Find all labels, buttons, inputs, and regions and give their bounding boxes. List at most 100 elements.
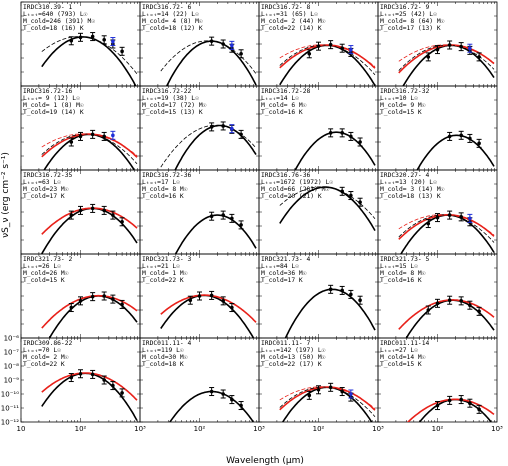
data-point [340,46,344,51]
total-sed-fit [41,294,138,329]
data-point [447,213,452,217]
panel-source-name: IRDC011.11- 7 [261,340,310,347]
panel-fit-parameter: M_cold= 4 (8) M☉ [142,18,203,25]
panel-source-name: IRDC316.72-28 [261,88,310,95]
panel-fit-parameter: M_cold=23 M☉ [23,186,69,193]
data-point [209,389,214,394]
x-tick-label: 10² [194,425,206,433]
panel-plot-area [416,130,495,170]
panel-plot-area [284,284,376,338]
data-point [447,134,452,139]
panel-fit-parameter: M_cold= 2 (44) M☉ [261,18,326,25]
blue-data-point [230,126,234,131]
x-tick-label: 10³ [372,425,384,433]
y-tick-label: 10⁻⁹ [4,377,20,385]
alternate-fit-dashed [279,186,376,220]
panel-fit-parameter: T_cold=16 K [142,193,184,200]
panel-fit-parameter: Lₜₒₜ=27 L☉ [380,347,418,354]
data-point [307,393,312,398]
panel-fit-parameter: T_cold=18 (13) K [380,193,441,200]
panel-plot-area [279,186,376,231]
x-axis-label: Wavelength (μm) [226,456,304,466]
cold-component-fit [43,133,136,170]
blue-data-point [349,392,353,396]
panel-fit-parameter: Lₜₒₜ=31 (65) L☉ [261,11,318,18]
panel-fit-parameter: T_cold=17 K [23,193,65,200]
data-point [340,389,344,394]
alternate-fit-dashed [41,133,138,165]
panel-plot-area [41,32,138,86]
panel-source-name: IRDC316.72- 8 [261,4,310,11]
data-point [459,44,463,49]
alternate-total-fit-dashed [41,133,138,157]
data-point [468,401,472,406]
data-point [426,55,431,59]
panel-fit-parameter: M_cold=26 M☉ [23,270,69,277]
panel-fit-parameter: T_cold=18 (16) K [23,25,84,32]
panel-fit-parameter: Lₜₒₜ=63 L☉ [23,179,61,186]
data-point [69,305,74,310]
data-point [197,294,202,298]
y-tick-label: 10⁻⁸ [4,363,20,371]
data-point [102,208,106,213]
data-point [239,403,243,408]
panel-fit-parameter: T_cold=15 K [23,277,65,284]
panel-source-name: IRDC011.11- 4 [142,340,191,347]
data-point [328,385,333,390]
data-point [459,397,463,402]
panel-plot-area [279,40,376,86]
data-point [358,298,362,303]
data-point [426,308,431,312]
cold-component-fit [165,40,257,86]
data-point [221,42,225,46]
blue-data-point [111,39,115,44]
data-point [209,125,214,129]
panel-fit-parameter: Lₜₒₜ=70 L☉ [23,347,61,354]
data-point [477,55,481,59]
panel-fit-parameter: T_cold=22 (14) K [261,25,322,32]
data-point [307,51,312,56]
y-axis-label: νS_ν (erg cm⁻² s⁻¹) [1,152,11,238]
panel-fit-parameter: Lₜₒₜ=1672 (1972) L☉ [261,179,333,186]
y-tick-label: 10⁻¹⁰ [1,391,19,399]
data-point [435,215,440,220]
data-point [78,299,83,303]
panel-source-name: IRDC309.86-22 [23,340,72,347]
alternate-total-fit-dashed [279,44,376,68]
total-sed-fit [41,372,138,401]
data-point [90,132,95,137]
data-point [78,371,83,376]
panel-fit-parameter: M_cold= 8 (64) M☉ [380,18,445,25]
data-point [69,213,74,217]
data-point [209,214,214,219]
panel-fit-parameter: Lₜₒₜ=26 L☉ [23,263,61,270]
panel-fit-parameter: Lₜₒₜ=84 L☉ [261,263,299,270]
panel-fit-parameter: T_cold=15 (13) K [142,109,203,116]
panel-fit-parameter: M_cold= 1 M☉ [142,270,188,277]
cold-component-fit [169,390,255,422]
panel-source-name: IRDC316.72-22 [142,88,191,95]
data-point [69,375,74,380]
cold-component-fit [160,294,255,338]
panel-fit-parameter: M_cold=36 M☉ [261,270,307,277]
panel-fit-parameter: T_cold=22 (17) K [261,361,322,368]
data-point [349,134,353,139]
panel-fit-parameter: T_cold=19 (14) K [23,109,84,116]
panel-source-name: IRDC316.72-16 [23,88,72,95]
alternate-fit-dashed [160,124,257,168]
data-point [221,124,225,128]
cold-component-fit [279,186,376,231]
panel-plot-area [174,210,257,254]
data-point [102,37,106,42]
data-point [468,136,472,141]
x-tick-label: 10³ [134,425,146,433]
